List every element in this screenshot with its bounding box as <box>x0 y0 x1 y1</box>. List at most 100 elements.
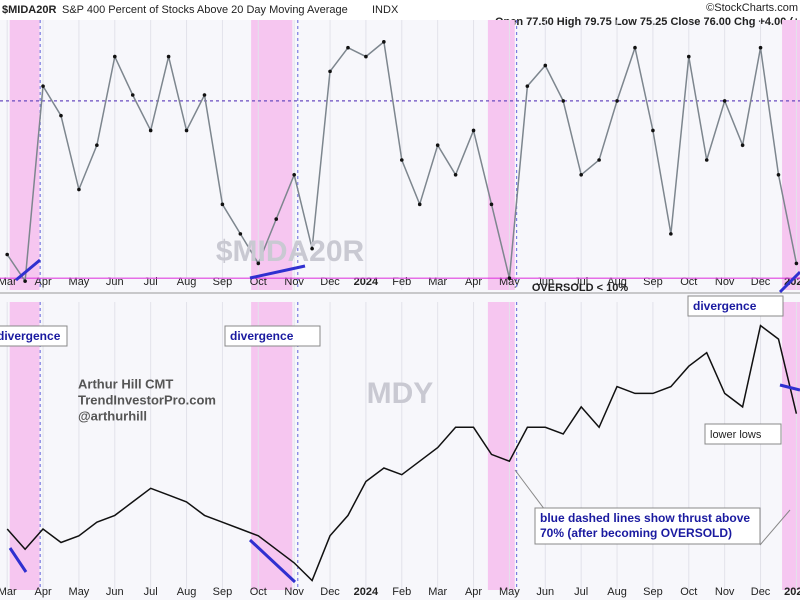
x-tick-label: Jul <box>574 586 588 598</box>
data-point <box>95 143 99 148</box>
data-point <box>77 187 81 192</box>
data-point <box>651 128 655 133</box>
oversold-label: OVERSOLD < 10% <box>532 282 629 294</box>
data-point <box>686 54 691 59</box>
data-point <box>471 128 476 133</box>
data-point <box>417 202 422 207</box>
data-point <box>722 99 727 103</box>
x-tick-label: Oct <box>680 586 697 598</box>
oversold-band <box>9 302 40 590</box>
x-tick-label: Apr <box>465 586 482 598</box>
data-point <box>130 93 135 97</box>
x-tick-label: Feb <box>392 586 411 598</box>
callout-box <box>687 295 784 317</box>
data-point <box>184 128 189 133</box>
data-point <box>740 143 745 148</box>
divergence-line <box>15 258 41 282</box>
divergence-line <box>248 538 297 584</box>
data-point <box>310 246 314 251</box>
data-point <box>202 93 207 97</box>
data-point <box>112 54 117 59</box>
x-tick-label: May <box>499 586 520 598</box>
x-tick-label: Apr <box>34 586 51 598</box>
title: S&P 400 Percent of Stocks Above 20 Day M… <box>62 4 348 16</box>
data-point <box>166 54 171 59</box>
x-tick-label: Jun <box>106 276 124 288</box>
x-tick-label: Mar <box>428 586 447 598</box>
data-point <box>704 158 709 162</box>
data-point <box>220 202 225 207</box>
x-tick-label: Dec <box>751 586 771 598</box>
x-tick-label: Dec <box>751 276 771 288</box>
callout-box <box>0 325 68 347</box>
x-tick-label: 2025 <box>784 586 800 598</box>
x-tick-label: Sep <box>643 586 663 598</box>
x-tick-label: 2024 <box>354 586 379 598</box>
data-point <box>238 232 243 236</box>
x-tick-label: Mar <box>0 586 17 598</box>
note: blue dashed lines show thrust above <box>540 511 750 525</box>
data-line <box>6 324 798 582</box>
data-point <box>292 172 296 177</box>
oversold-band <box>782 20 800 290</box>
callout-box <box>224 325 321 347</box>
author: Arthur Hill CMT <box>78 376 173 391</box>
x-tick-label: Jul <box>144 586 158 598</box>
x-tick-label: Aug <box>177 276 197 288</box>
data-point <box>615 99 619 103</box>
symbol: $MIDA20R <box>2 4 56 16</box>
data-point <box>256 261 261 266</box>
divergence-label: divergence <box>0 329 61 343</box>
data-point <box>597 158 601 162</box>
data-point <box>776 172 781 177</box>
x-tick-label: Dec <box>320 276 340 288</box>
x-tick-label: Sep <box>213 586 233 598</box>
data-point <box>489 202 494 207</box>
panel-top: Mar Apr May Jun Jul Aug Sep Oct Nov Dec 2024 Feb Mar… <box>0 20 800 290</box>
data-point <box>5 252 9 257</box>
divergence-line <box>8 547 28 573</box>
x-tick-label: Dec <box>320 586 340 598</box>
data-point <box>346 45 350 50</box>
data-point <box>453 172 458 177</box>
data-point <box>59 113 63 118</box>
x-tick-label: Nov <box>284 586 304 598</box>
data-point <box>543 63 548 68</box>
x-tick-label: Sep <box>213 276 233 288</box>
author: TrendInvestorPro.com <box>78 392 216 407</box>
data-point <box>23 279 27 283</box>
data-point <box>579 172 583 177</box>
data-point <box>794 261 799 266</box>
oversold-band <box>782 302 800 590</box>
x-tick-label: Jun <box>536 276 554 288</box>
x-tick-label: Aug <box>177 586 197 598</box>
divergence-line <box>778 270 800 294</box>
note: 70% (after becoming OVERSOLD) <box>540 526 732 540</box>
divergence-line <box>249 264 306 280</box>
data-point <box>633 45 637 50</box>
exchange: INDX <box>372 4 399 16</box>
lower-lows: lower lows <box>710 429 762 441</box>
quote: Open 77.50 High 79.75 Low 75.25 Close 76… <box>495 16 800 28</box>
divergence-label: divergence <box>230 329 294 343</box>
x-tick-label: Oct <box>250 276 267 288</box>
divergence-line <box>779 383 800 392</box>
x-tick-label: May <box>499 276 520 288</box>
x-tick-label: Aug <box>607 276 627 288</box>
data-point <box>364 54 368 59</box>
data-point <box>41 84 45 88</box>
author: @arthurhill <box>78 408 147 423</box>
data-point <box>561 99 566 103</box>
x-tick-label: Jun <box>536 586 554 598</box>
data-point <box>525 84 530 88</box>
panel-label: $MIDA20R <box>216 235 365 268</box>
x-tick-label: Nov <box>715 586 735 598</box>
oversold-band <box>487 20 515 290</box>
x-tick-label: Apr <box>34 276 51 288</box>
panel-label: MDY <box>367 377 434 410</box>
callout-box <box>534 507 761 545</box>
data-point <box>382 40 386 44</box>
panel-bottom: Mar Apr May Jun Jul Aug Sep Oct Nov Dec 2024 Feb Mar… <box>0 302 800 598</box>
